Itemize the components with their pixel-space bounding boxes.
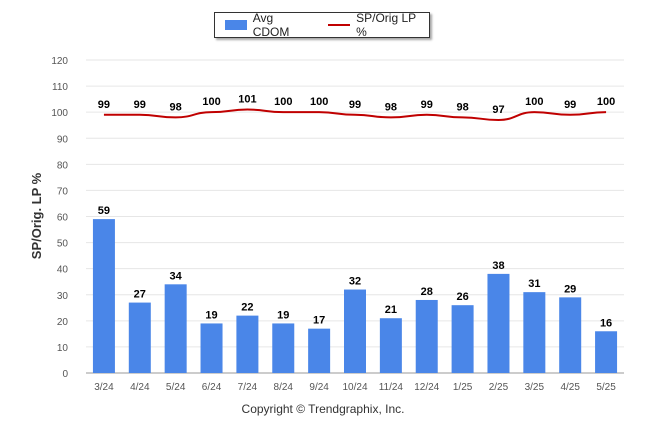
line-value-label: 98 [385,101,397,113]
bar[interactable] [451,305,474,373]
y-tick-label: 40 [57,265,69,276]
line-value-label: 101 [238,94,256,106]
x-tick-label: 5/25 [596,382,616,393]
legend-swatch-bar [225,20,247,30]
x-tick-label: 4/24 [130,382,150,393]
y-axis-ticks: 0 10 20 30 40 50 60 70 80 90 100 110 120 [51,56,68,380]
bar[interactable] [164,284,187,373]
bar-value-label: 32 [349,276,361,288]
bar-value-label: 27 [134,289,146,301]
bar[interactable] [379,318,402,373]
line-value-label: 99 [564,99,576,111]
bar-data-labels: 59 27 34 19 22 19 17 32 21 28 26 38 31 29 16 [98,205,612,329]
y-tick-label: 20 [57,317,69,328]
bar-value-label: 28 [421,286,433,298]
bar[interactable] [595,331,618,373]
bar-value-label: 26 [456,291,468,303]
line-value-label: 100 [525,96,543,108]
x-tick-label: 3/25 [525,382,545,393]
line-value-label: 99 [349,99,361,111]
y-tick-label: 80 [57,160,69,171]
line-value-label: 98 [456,101,468,113]
x-tick-label: 2/25 [489,382,509,393]
bar[interactable] [559,297,582,373]
x-tick-label: 5/24 [166,382,186,393]
line-value-label: 99 [421,99,433,111]
y-tick-label: 70 [57,186,69,197]
y-tick-label: 100 [51,108,68,119]
copyright-text: Copyright © Trendgraphix, Inc. [241,402,405,416]
bar[interactable] [308,328,331,373]
bar-value-label: 34 [170,270,183,282]
bar-value-label: 31 [528,278,540,290]
line-value-label: 100 [597,96,615,108]
line-value-label: 97 [492,104,504,116]
x-tick-label: 11/24 [379,382,404,393]
legend-item-sp-orig-lp[interactable]: SP/Orig LP % [328,11,429,39]
bar[interactable] [236,315,259,373]
line-value-label: 100 [202,96,220,108]
y-axis-label: SP/Orig. LP % [29,172,44,259]
x-tick-label: 4/25 [560,382,580,393]
x-tick-label: 10/24 [342,382,367,393]
bar[interactable] [200,323,223,373]
legend-item-avg-cdom[interactable]: Avg CDOM [225,11,312,39]
bar-value-label: 17 [313,315,325,327]
y-tick-label: 110 [52,82,68,93]
bar[interactable] [344,289,366,373]
x-tick-label: 6/24 [202,382,222,393]
bar-value-label: 59 [98,205,110,217]
y-tick-label: 60 [57,213,69,224]
bar-value-label: 19 [205,309,217,321]
y-tick-label: 120 [51,56,68,67]
line-series-sp-orig-lp [103,108,607,121]
y-tick-label: 50 [57,239,69,250]
legend: Avg CDOM SP/Orig LP % [214,11,430,39]
bar-value-label: 22 [241,302,253,314]
x-tick-label: 12/24 [414,382,439,393]
y-tick-label: 0 [62,369,68,380]
line-value-label: 99 [98,99,110,111]
bar-value-label: 29 [564,283,576,295]
line-value-label: 99 [134,99,146,111]
y-tick-label: 90 [57,134,69,145]
y-tick-label: 10 [57,343,69,354]
bar[interactable] [272,323,295,373]
x-tick-label: 3/24 [94,382,114,393]
bar[interactable] [128,302,151,373]
y-tick-label: 30 [57,291,69,302]
bar-value-label: 19 [277,309,289,321]
series-line[interactable] [103,108,607,121]
line-data-labels: 99 99 98 100 101 100 100 99 98 99 98 97 100 99 100 [98,94,615,116]
bar[interactable] [487,273,510,373]
bar-value-label: 16 [600,317,612,329]
x-tick-label: 9/24 [309,382,329,393]
x-axis-ticks: 3/24 4/24 5/24 6/24 7/24 8/24 9/24 10/24 11/24 12… [94,382,616,393]
x-tick-label: 7/24 [238,382,258,393]
legend-label-sp-orig-lp: SP/Orig LP % [356,11,416,39]
x-tick-label: 8/24 [274,382,294,393]
x-tick-label: 1/25 [453,382,473,393]
line-value-label: 98 [170,101,182,113]
bar-value-label: 21 [385,304,397,316]
bar[interactable] [523,292,546,373]
legend-label-avg-cdom: Avg CDOM [252,11,290,39]
bar[interactable] [92,219,115,373]
legend-swatch-line [328,24,351,26]
bar-series-avg-cdom [92,219,618,373]
line-value-label: 100 [310,96,328,108]
line-value-label: 100 [274,96,292,108]
bar[interactable] [415,299,438,373]
bar-value-label: 38 [492,260,504,272]
